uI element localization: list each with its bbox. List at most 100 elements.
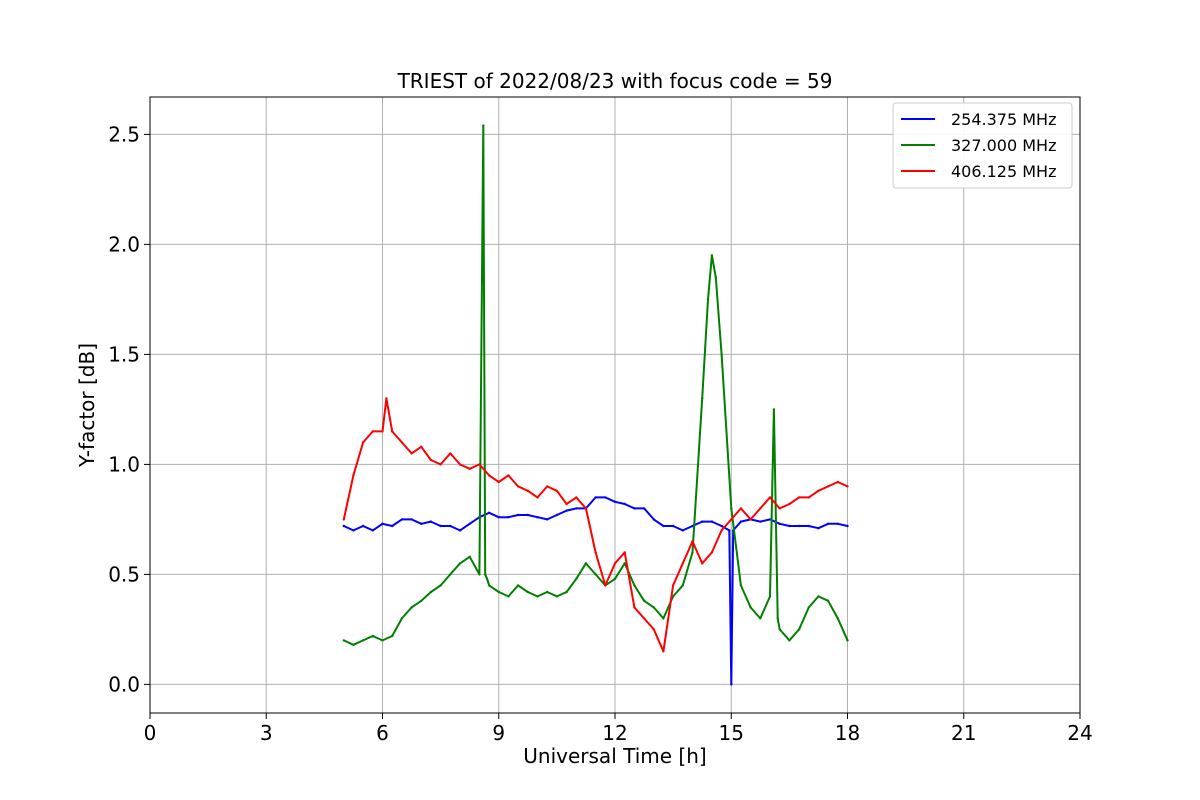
series-group <box>342 124 849 686</box>
data-point <box>429 590 433 594</box>
data-point <box>772 408 776 411</box>
data-point <box>400 441 404 444</box>
data-point <box>671 524 675 528</box>
data-point <box>429 458 433 462</box>
data-point <box>759 507 762 510</box>
data-point <box>817 595 820 598</box>
data-point <box>652 518 655 521</box>
data-point <box>759 617 762 620</box>
data-point <box>604 496 607 499</box>
data-point <box>701 397 704 400</box>
data-point <box>846 485 849 488</box>
data-point <box>526 489 529 492</box>
data-point <box>478 573 481 576</box>
legend-box <box>892 102 1073 189</box>
data-point <box>575 507 578 510</box>
data-point <box>778 628 781 631</box>
data-point <box>778 522 781 525</box>
data-point <box>807 524 810 528</box>
series-line <box>343 124 849 646</box>
data-point <box>516 584 520 587</box>
data-point <box>468 467 471 470</box>
data-point <box>410 518 413 521</box>
data-point <box>546 485 549 488</box>
data-point <box>633 606 636 609</box>
data-point <box>720 524 723 528</box>
data-point <box>642 507 646 510</box>
data-point <box>807 496 810 499</box>
x-tick-label: 12 <box>602 721 627 745</box>
data-point <box>739 520 743 523</box>
data-point <box>536 516 539 519</box>
data-point <box>681 584 684 587</box>
data-point <box>633 584 636 587</box>
data-point <box>468 555 471 558</box>
data-point <box>439 463 442 466</box>
data-point <box>361 441 365 444</box>
data-point <box>826 485 830 488</box>
data-point <box>836 522 839 525</box>
data-point <box>429 520 433 523</box>
data-point <box>642 599 646 602</box>
data-point <box>565 509 568 512</box>
x-tick-label: 24 <box>1067 721 1092 745</box>
data-point <box>507 474 510 477</box>
data-point <box>391 430 394 433</box>
data-point <box>681 529 684 532</box>
data-point <box>468 522 471 525</box>
data-point <box>449 452 452 455</box>
data-point <box>714 276 717 279</box>
data-point <box>652 628 655 631</box>
series-0 <box>342 496 849 686</box>
data-point <box>485 577 489 580</box>
data-point <box>604 584 607 587</box>
data-point <box>730 518 733 521</box>
data-point <box>400 518 404 521</box>
data-point <box>478 463 481 466</box>
data-point <box>487 511 491 514</box>
y-tick-label: 1.5 <box>108 342 140 366</box>
legend-label: 327.000 MHz <box>951 136 1056 155</box>
data-point <box>706 298 710 301</box>
data-point <box>371 634 374 638</box>
data-point <box>507 516 510 519</box>
data-point <box>720 353 723 356</box>
data-point <box>482 124 485 127</box>
x-tick-label: 3 <box>260 721 273 745</box>
data-point <box>458 529 462 532</box>
data-point <box>458 463 462 466</box>
data-point <box>594 551 597 554</box>
data-point <box>555 595 559 598</box>
data-point <box>691 524 694 528</box>
data-point <box>410 452 413 455</box>
data-point <box>846 524 849 528</box>
data-point <box>728 529 731 532</box>
data-point <box>836 617 839 620</box>
data-point <box>826 522 830 525</box>
data-point <box>458 562 462 565</box>
data-point <box>691 540 694 543</box>
data-point <box>449 524 452 528</box>
data-point <box>449 573 452 576</box>
x-tick-label: 0 <box>144 721 157 745</box>
data-point <box>575 577 578 580</box>
data-point <box>342 518 345 521</box>
data-point <box>788 524 791 528</box>
data-point <box>788 502 791 506</box>
data-point <box>710 254 714 257</box>
data-point <box>584 507 588 510</box>
series-1 <box>342 124 849 646</box>
data-point <box>497 590 500 594</box>
data-point <box>371 430 374 433</box>
data-point <box>391 634 394 638</box>
data-point <box>439 524 442 528</box>
data-point <box>526 590 529 594</box>
y-axis-label: Y-factor [dB] <box>75 343 99 468</box>
data-point <box>352 474 355 477</box>
data-point <box>400 617 404 620</box>
data-point <box>546 590 549 594</box>
chart-title: TRIEST of 2022/08/23 with focus code = 5… <box>397 69 833 93</box>
data-point <box>749 518 752 521</box>
series-line <box>342 397 848 653</box>
